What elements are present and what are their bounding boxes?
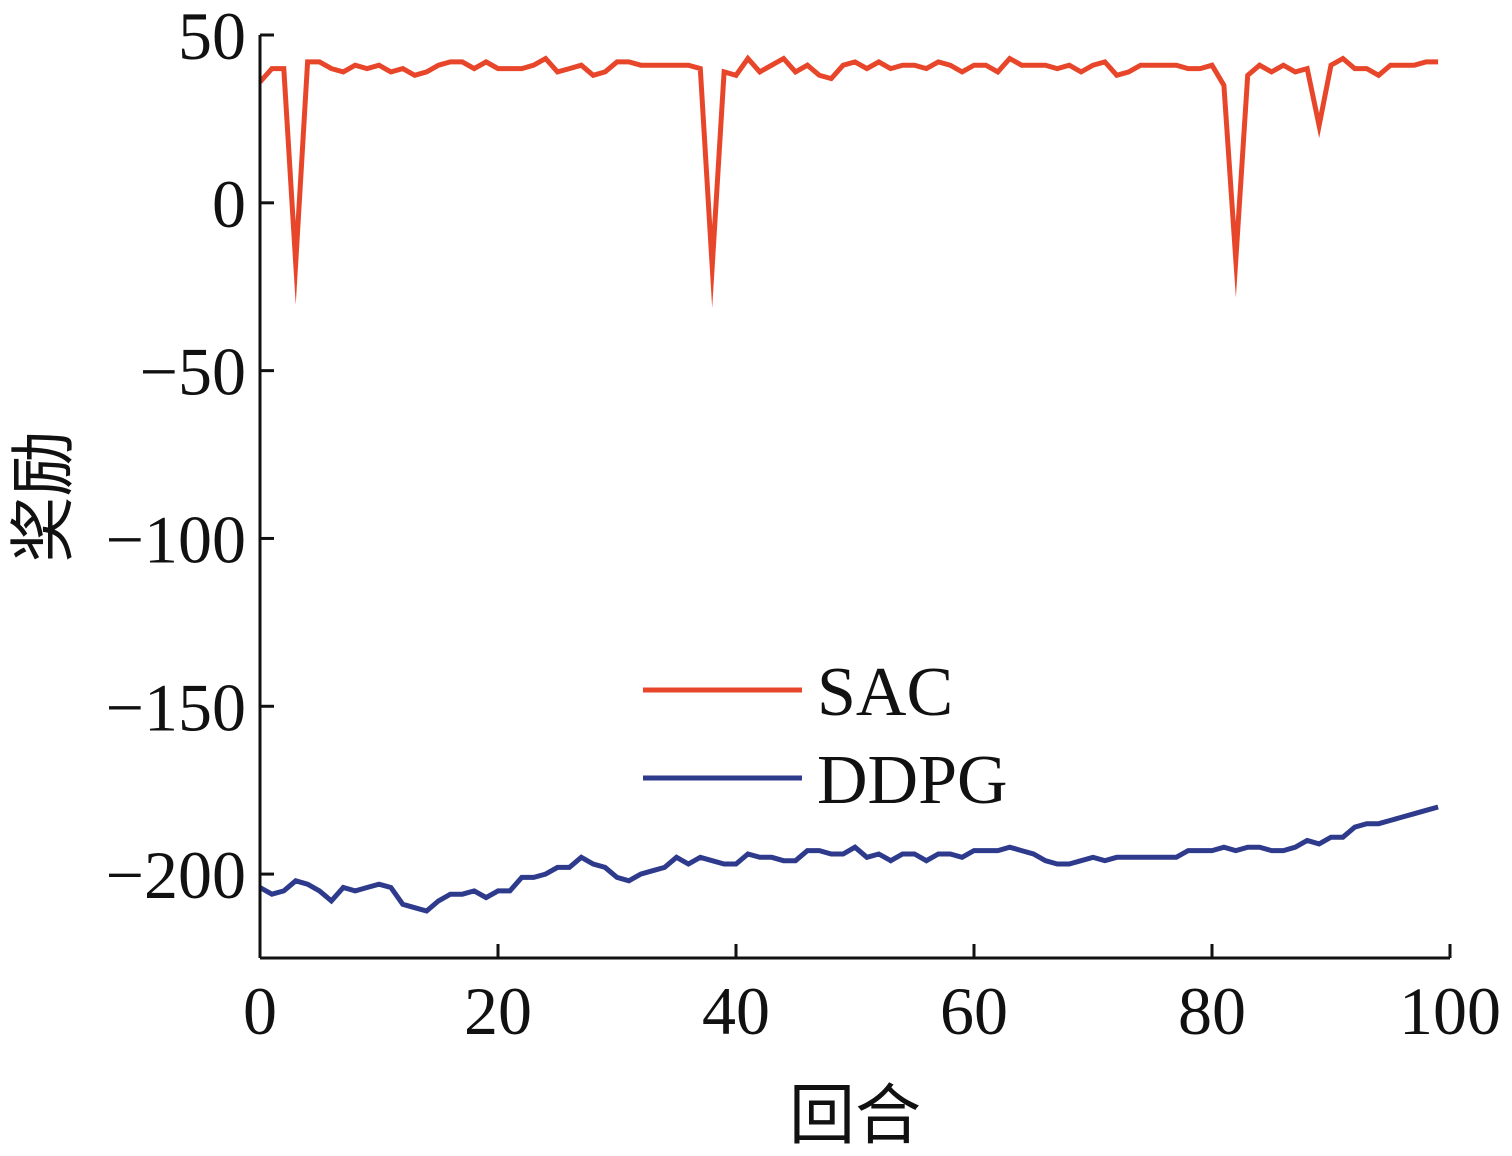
y-tick-label: −100	[106, 501, 246, 577]
series-line-sac	[258, 54, 1439, 308]
legend-label-ddpg: DDPG	[817, 742, 1008, 819]
y-tick-label: 0	[212, 166, 246, 242]
x-tick-label: 60	[940, 973, 1008, 1049]
y-tick-label: −50	[140, 334, 246, 410]
y-tick-label: −200	[106, 837, 246, 913]
y-axis-title: 奖励	[5, 431, 82, 563]
x-tick-label: 20	[464, 973, 532, 1049]
y-tick-label: 50	[178, 0, 246, 74]
plot-lines	[258, 54, 1439, 914]
x-tick-label: 100	[1399, 973, 1501, 1049]
y-tick-label: −150	[106, 669, 246, 745]
legend-label-sac: SAC	[817, 654, 953, 731]
x-tick-label: 40	[702, 973, 770, 1049]
tick-labels: 0 20 40 60 80 100 50 0 −50 −100 −150 −200	[106, 0, 1501, 1049]
legend: SAC DDPG	[643, 654, 1008, 819]
axes	[258, 33, 1452, 960]
series-line-ddpg	[258, 804, 1439, 914]
x-tick-label: 0	[243, 973, 277, 1049]
x-axis-title: 回合	[789, 1077, 921, 1154]
x-tick-label: 80	[1178, 973, 1246, 1049]
